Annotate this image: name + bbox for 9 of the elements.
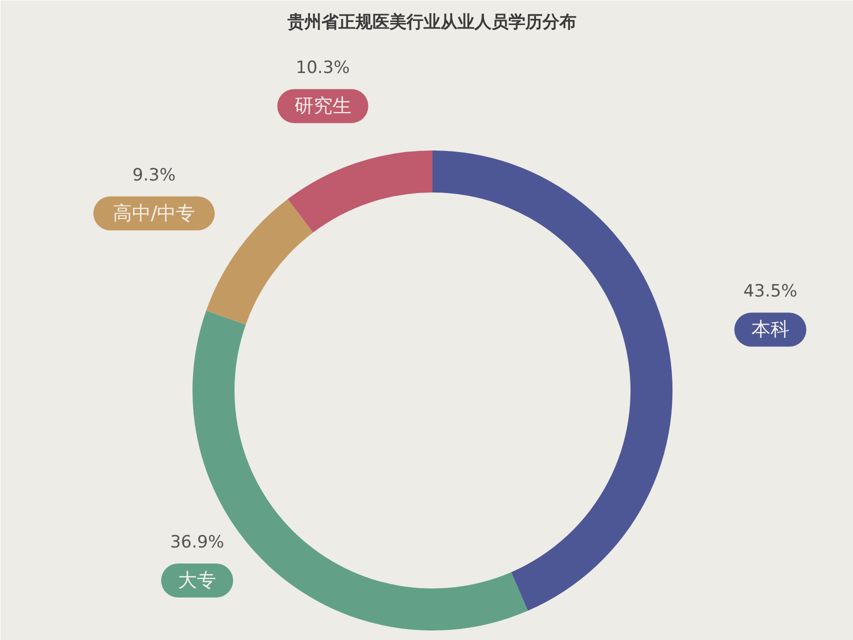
data-label: 43.5% <box>743 282 798 302</box>
slice-label: 大专 <box>178 570 216 592</box>
slice-label: 高中/中专 <box>112 202 196 224</box>
chart-title: 贵州省正规医美行业从业人员学历分布 <box>286 12 576 32</box>
slice-label: 本科 <box>751 318 790 341</box>
data-label: 10.3% <box>296 58 350 78</box>
data-label: 36.9% <box>170 532 224 552</box>
slice-label: 研究生 <box>294 95 352 118</box>
data-label: 9.3% <box>132 165 176 186</box>
